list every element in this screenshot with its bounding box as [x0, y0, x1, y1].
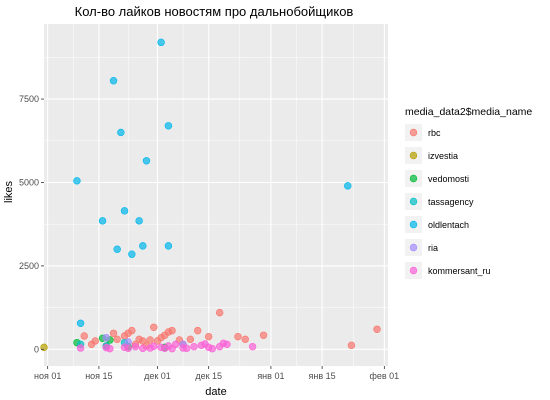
data-point-kommersant_ru — [172, 340, 180, 349]
data-point-kommersant_ru — [183, 344, 191, 353]
data-point-kommersant_ru — [208, 344, 217, 353]
data-point-oldlentach — [164, 122, 173, 130]
legend-item-kommersant_ru: kommersant_ru — [405, 262, 491, 279]
data-point-rbc — [215, 308, 224, 317]
data-point-rbc — [204, 332, 213, 341]
legend-marker — [409, 128, 418, 137]
data-point-oldlentach — [117, 128, 125, 137]
legend-label: izvestia — [428, 151, 458, 161]
data-point-rbc — [168, 326, 176, 335]
data-point-oldlentach — [113, 245, 121, 253]
data-point-oldlentach — [135, 217, 143, 225]
legend-item-izvestia: izvestia — [405, 147, 458, 164]
data-point-rbc — [347, 341, 356, 350]
data-point-oldlentach — [164, 242, 173, 250]
data-point-rbc — [139, 337, 147, 345]
x-tick-label: янв 15 — [309, 371, 336, 381]
legend-marker — [409, 174, 418, 183]
y-tick-label: 0 — [34, 344, 39, 354]
plot-panel — [44, 24, 388, 366]
chart-title: Кол-во лайков новостям про дальнобойщико… — [75, 4, 354, 19]
data-point-oldlentach — [128, 250, 136, 258]
x-tick-label: ноя 15 — [85, 371, 112, 381]
data-point-oldlentach — [98, 217, 107, 225]
legend-marker — [409, 220, 418, 229]
data-point-rbc — [128, 326, 136, 335]
legend-item-tassagency: tassagency — [405, 193, 474, 210]
data-point-rbc — [194, 326, 202, 335]
data-point-kommersant_ru — [223, 340, 231, 349]
data-point-rbc — [80, 332, 88, 340]
data-point-rbc — [373, 325, 381, 333]
data-point-oldlentach — [109, 77, 118, 85]
legend-label: rbc — [428, 128, 441, 138]
legend-label: vedomosti — [428, 174, 469, 184]
legend-marker — [409, 197, 418, 206]
data-point-rbc — [91, 337, 99, 345]
legend-item-ria: ria — [405, 239, 438, 256]
x-axis: ноя 01 ноя 15 дек 01 дек 15 янв 01 янв 15 фев … — [34, 366, 399, 381]
data-point-ria — [102, 333, 110, 342]
data-point-rbc — [109, 329, 118, 338]
x-tick-label: ноя 01 — [34, 371, 61, 381]
data-point-kommersant_ru — [150, 342, 158, 351]
y-axis: 0 2500 5000 7500 — [19, 94, 44, 354]
legend: media_data2$media_name rbc izvestia vedomo… — [405, 106, 532, 279]
legend-marker — [409, 151, 418, 160]
legend-label: ria — [428, 243, 438, 253]
data-point-rbc — [234, 332, 242, 341]
y-axis-title: likes — [3, 181, 15, 204]
legend-label: tassagency — [428, 197, 474, 207]
legend-label: kommersant_ru — [428, 266, 491, 276]
data-point-kommersant_ru — [124, 344, 132, 353]
x-tick-label: дек 15 — [195, 371, 222, 381]
x-tick-label: янв 01 — [257, 371, 284, 381]
legend-item-rbc: rbc — [405, 124, 441, 141]
data-point-kommersant_ru — [190, 342, 198, 351]
data-point-rbc — [241, 335, 249, 344]
legend-item-vedomosti: vedomosti — [405, 170, 469, 187]
legend-items: rbc izvestia vedomosti tassagency oldlentach… — [405, 124, 491, 279]
data-point-rbc — [186, 335, 195, 344]
data-point-oldlentach — [157, 38, 165, 47]
y-tick-label: 2500 — [19, 261, 39, 271]
data-point-rbc — [146, 336, 154, 344]
legend-title: media_data2$media_name — [405, 106, 532, 118]
data-point-rbc — [113, 335, 121, 344]
x-tick-label: дек 01 — [144, 371, 171, 381]
data-point-oldlentach — [344, 182, 352, 190]
data-point-oldlentach — [142, 157, 151, 165]
legend-marker — [409, 243, 418, 252]
data-point-oldlentach — [76, 319, 85, 327]
x-axis-title: date — [205, 386, 226, 398]
y-tick-label: 7500 — [19, 94, 39, 104]
x-tick-label: фев 01 — [369, 371, 399, 381]
data-point-kommersant_ru — [131, 342, 140, 351]
y-tick-label: 5000 — [19, 177, 39, 187]
legend-label: oldlentach — [428, 220, 469, 230]
legend-marker — [409, 266, 418, 275]
data-point-kommersant_ru — [248, 342, 257, 351]
data-point-rbc — [259, 331, 268, 340]
data-point-kommersant_ru — [76, 344, 85, 352]
data-point-oldlentach — [73, 177, 81, 185]
data-point-kommersant_ru — [139, 344, 147, 353]
data-points — [40, 38, 381, 353]
data-point-rbc — [150, 323, 158, 331]
data-point-oldlentach — [120, 207, 129, 215]
major-gridlines — [44, 24, 388, 366]
legend-item-oldlentach: oldlentach — [405, 216, 469, 233]
data-point-kommersant_ru — [106, 344, 114, 353]
data-point-oldlentach — [139, 242, 147, 250]
